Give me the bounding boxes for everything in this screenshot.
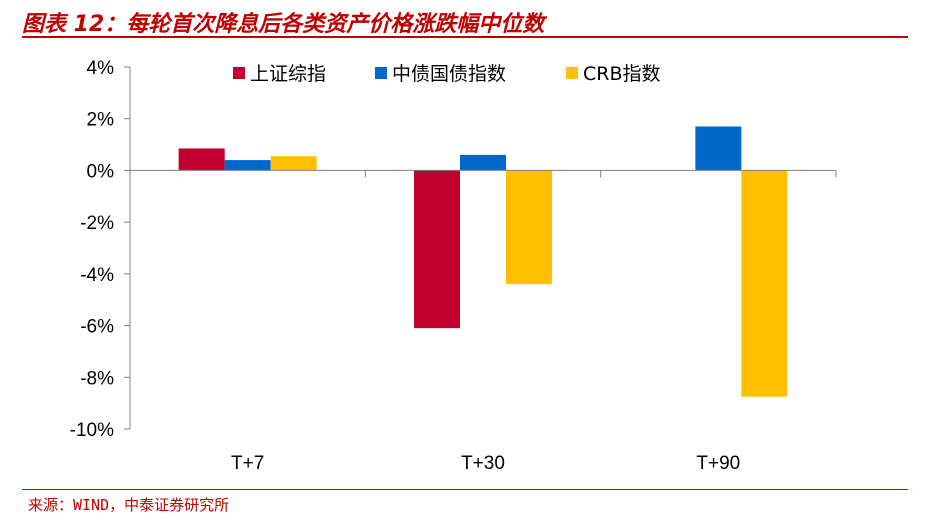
legend-label: CRB指数 — [583, 63, 661, 85]
bar — [270, 156, 317, 171]
y-tick-label: -4% — [80, 265, 114, 286]
legend-label: 中债国债指数 — [392, 63, 506, 85]
legend-label: 上证综指 — [250, 63, 326, 85]
title-rule — [22, 36, 908, 38]
y-tick-label: 2% — [87, 110, 115, 131]
y-tick-label: -2% — [80, 213, 114, 234]
bar-chart: 4% 2% 0% -2% -4% -6% -8% -10% T+7 T+30 T+90 上证综指 中… — [70, 58, 837, 474]
legend-swatch — [233, 67, 245, 79]
legend-swatch — [375, 67, 387, 79]
bar — [224, 160, 271, 171]
y-tick-label: -10% — [70, 420, 114, 441]
bar — [741, 170, 788, 397]
y-tick-label: -6% — [80, 317, 114, 338]
legend-swatch — [566, 67, 578, 79]
x-category-label: T+30 — [461, 453, 505, 474]
x-category-label: T+7 — [231, 453, 264, 474]
bar — [178, 148, 225, 171]
bar — [506, 170, 552, 285]
source-note: 来源：WIND，中泰证券研究所 — [28, 496, 230, 514]
bars — [178, 126, 788, 397]
y-tick-label: 0% — [87, 161, 115, 182]
y-axis: 4% 2% 0% -2% -4% -6% -8% -10% — [70, 58, 131, 441]
y-tick-label: 4% — [87, 58, 115, 79]
y-tick-label: -8% — [80, 368, 114, 389]
bar — [414, 170, 460, 329]
x-axis: T+7 T+30 T+90 — [129, 169, 837, 474]
chart-title: 图表 12：每轮首次降息后各类资产价格涨跌幅中位数 — [22, 12, 545, 37]
legend: 上证综指 中债国债指数 CRB指数 — [233, 63, 661, 85]
source-rule — [22, 489, 908, 490]
x-category-label: T+90 — [696, 453, 740, 474]
bar — [460, 154, 506, 171]
bar — [695, 126, 742, 171]
